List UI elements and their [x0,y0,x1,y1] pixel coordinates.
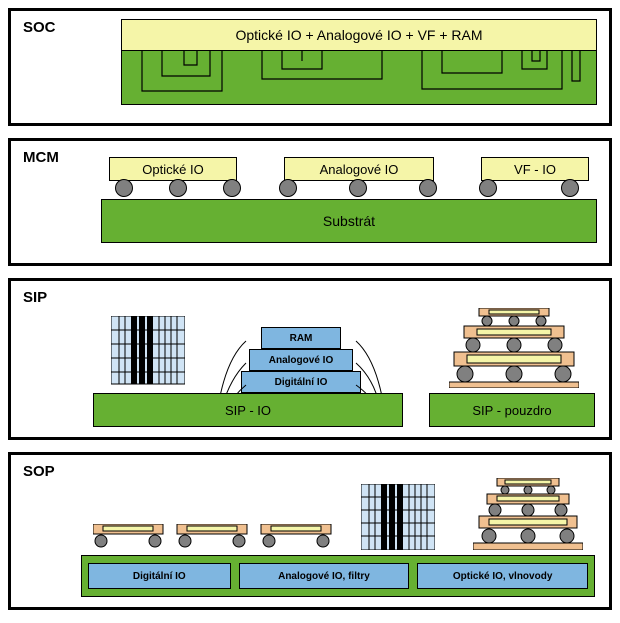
mcm-substrate: Substrát [101,199,597,243]
sip-base-left: SIP - IO [93,393,403,427]
sip-left-stack [111,316,185,393]
ball-icon [561,179,579,197]
soc-top-bar: Optické IO + Analogové IO + VF + RAM [121,19,597,51]
soc-label: SOC [23,19,56,36]
sip-stack-digital-text: Digitální IO [275,377,328,388]
sop-striped-stack [361,484,435,555]
sip-center-stack: RAM Analogové IO Digitální IO [236,327,366,393]
sop-bottom-2-text: Optické IO, vlnovody [453,571,552,582]
sip-label: SIP [23,289,47,306]
sip-base-right: SIP - pouzdro [429,393,595,427]
sip-stack-ram: RAM [261,327,341,349]
soc-top-text: Optické IO + Analogové IO + VF + RAM [235,27,482,43]
mcm-chip-0-text: Optické IO [142,162,203,177]
mcm-label: MCM [23,149,59,166]
sop-flat-pkgs [93,524,333,555]
sip-right-stack [449,308,579,393]
sip-base-right-text: SIP - pouzdro [472,403,551,418]
sop-bottom-1: Analogové IO, filtry [239,563,410,589]
ball-icon [169,179,187,197]
mcm-chip-0: Optické IO [109,157,237,181]
soc-green-base [121,51,597,105]
sop-panel: SOP Digitální IO Analogové IO, filtry Op… [8,452,612,610]
ball-icon [115,179,133,197]
ball-icon [349,179,367,197]
soc-panel: SOC Optické IO + Analogové IO + VF + RAM [8,8,612,126]
mcm-panel: MCM Optické IO Analogové IO VF - IO Sub [8,138,612,266]
sop-label: SOP [23,463,55,480]
sop-green-base: Digitální IO Analogové IO, filtry Optick… [81,555,595,597]
mcm-chip-2: VF - IO [481,157,589,181]
mcm-chip-1-text: Analogové IO [320,162,399,177]
ball-icon [223,179,241,197]
sop-orange-stack [473,478,583,555]
sop-bottom-0: Digitální IO [88,563,231,589]
sip-panel: SIP [8,278,612,440]
ball-icon [419,179,437,197]
sop-bottom-0-text: Digitální IO [133,571,186,582]
sip-stack-analog-text: Analogové IO [269,355,333,366]
mcm-substrate-text: Substrát [323,213,375,229]
mcm-chip-2-text: VF - IO [514,162,556,177]
sip-base-left-text: SIP - IO [225,403,271,418]
ball-icon [279,179,297,197]
sip-stack-ram-text: RAM [290,333,313,344]
sop-bottom-2: Optické IO, vlnovody [417,563,588,589]
sip-stack-analog: Analogové IO [249,349,353,371]
sop-bottom-1-text: Analogové IO, filtry [278,571,370,582]
mcm-chip-1: Analogové IO [284,157,434,181]
ball-icon [479,179,497,197]
sip-stack-digital: Digitální IO [241,371,361,393]
